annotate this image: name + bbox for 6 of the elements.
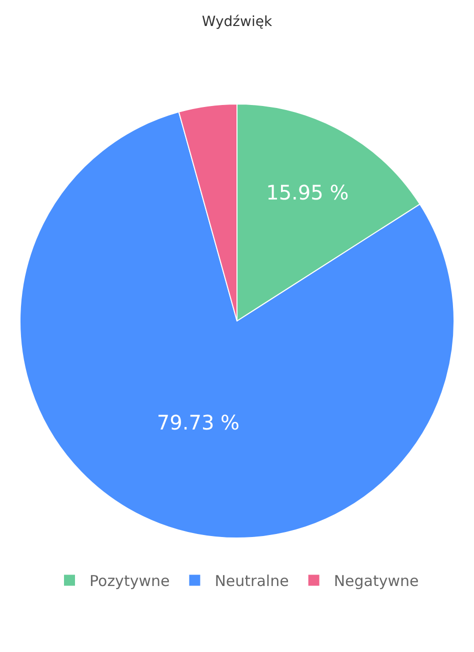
- legend-label: Pozytywne: [90, 572, 170, 590]
- data-label: 15.95 %: [266, 180, 349, 204]
- legend-label: Negatywne: [334, 572, 419, 590]
- chart-title: Wydźwięk: [202, 14, 273, 30]
- legend-label: Neutralne: [214, 572, 289, 590]
- data-label: 79.73 %: [156, 410, 240, 434]
